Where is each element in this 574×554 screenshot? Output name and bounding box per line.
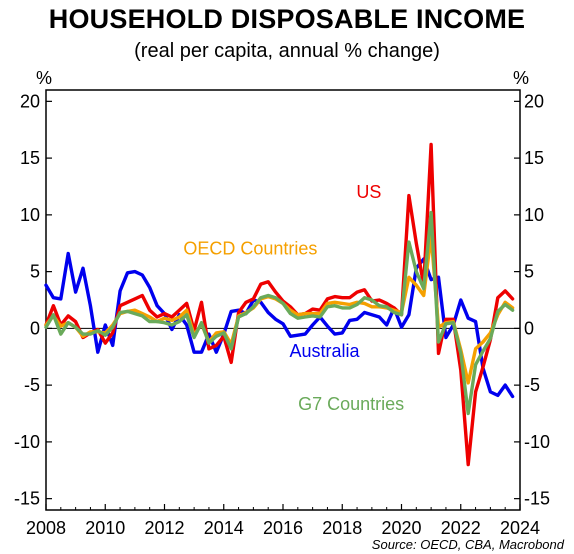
chart-title: HOUSEHOLD DISPOSABLE INCOME xyxy=(48,4,526,34)
y-tick-label-right: 5 xyxy=(524,262,534,282)
series-label-g7-countries: G7 Countries xyxy=(298,394,404,414)
x-tick-label: 2024 xyxy=(500,518,540,538)
y-axis-unit-left: % xyxy=(36,68,52,88)
y-tick-label-left: -10 xyxy=(14,432,40,452)
y-tick-label-right: 15 xyxy=(524,148,544,168)
series-annotations: US OECD Countries Australia G7 Countries xyxy=(183,182,404,414)
y-tick-label-right: 0 xyxy=(524,318,534,338)
series-label-oecd-countries: OECD Countries xyxy=(183,239,317,259)
y-tick-label-left: 20 xyxy=(20,91,40,111)
y-tick-label-right: 10 xyxy=(524,205,544,225)
x-tick-label: 2012 xyxy=(144,518,184,538)
y-tick-label-left: 15 xyxy=(20,148,40,168)
y-tick-label-left: -5 xyxy=(24,375,40,395)
source-note: Source: OECD, CBA, Macrobond xyxy=(371,537,564,552)
y-tick-label-right: -10 xyxy=(524,432,550,452)
x-tick-label: 2014 xyxy=(204,518,244,538)
y-tick-label-left: 0 xyxy=(30,318,40,338)
x-tick-label: 2022 xyxy=(441,518,481,538)
x-tick-label: 2018 xyxy=(322,518,362,538)
y-tick-label-right: -15 xyxy=(524,489,550,509)
chart-subtitle: (real per capita, annual % change) xyxy=(134,40,440,62)
series-lines xyxy=(44,142,515,467)
x-tick-label: 2020 xyxy=(381,518,421,538)
y-tick-label-right: -5 xyxy=(524,375,540,395)
y-tick-label-left: 5 xyxy=(30,262,40,282)
series-line-g7-countries xyxy=(44,210,515,416)
series-label-australia: Australia xyxy=(289,341,360,361)
y-tick-label-left: 10 xyxy=(20,205,40,225)
x-tick-label: 2016 xyxy=(263,518,303,538)
series-label-us: US xyxy=(356,182,381,202)
y-tick-label-right: 20 xyxy=(524,91,544,111)
y-axis-unit-right: % xyxy=(513,68,529,88)
x-tick-label: 2008 xyxy=(26,518,66,538)
x-tick-label: 2010 xyxy=(85,518,125,538)
y-tick-label-left: -15 xyxy=(14,489,40,509)
